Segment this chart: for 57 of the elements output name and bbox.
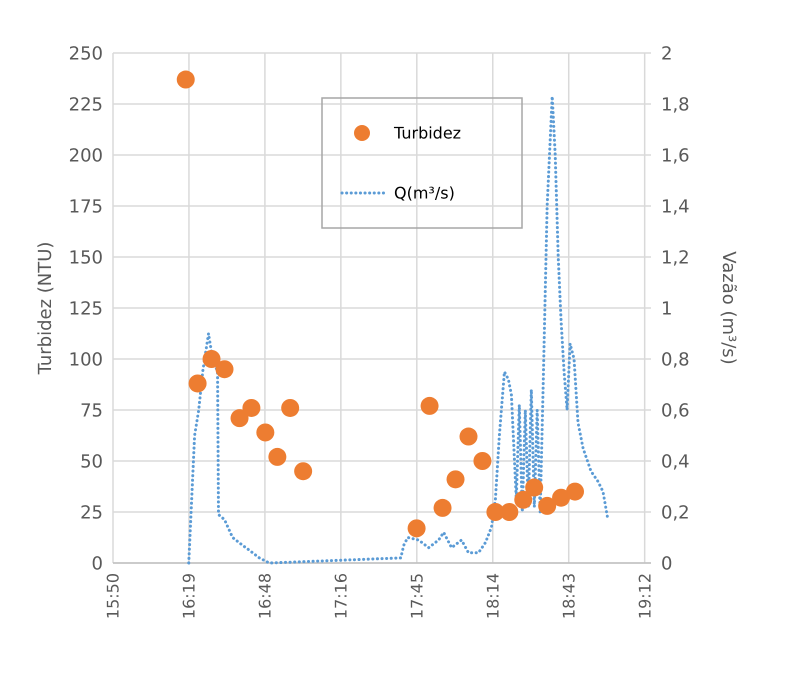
y2-tick-label: 2 [661, 43, 672, 64]
y2-tick-label: 0 [661, 553, 672, 574]
legend-label: Turbidez [393, 124, 462, 143]
y2-tick-label: 0,8 [661, 349, 690, 370]
y-axis-title: Turbidez (NTU) [35, 242, 56, 376]
point [268, 448, 286, 466]
point [525, 478, 544, 497]
y2-axis-title: Vazão (m³/s) [718, 251, 739, 365]
x-tick-label: 17:16 [331, 573, 350, 620]
legend-label: Q(m³/s) [394, 184, 455, 203]
y-tick-label: 50 [80, 451, 103, 472]
x-tick-label: 16:19 [180, 573, 199, 620]
point [176, 70, 195, 89]
x-tick-label: 15:50 [104, 573, 123, 620]
point [281, 398, 300, 417]
point [434, 498, 452, 517]
point [566, 482, 584, 501]
y-tick-label: 25 [80, 502, 103, 524]
point [230, 409, 249, 428]
x-tick-label: 19:12 [635, 573, 654, 620]
point [500, 503, 518, 521]
line-series [187, 94, 610, 564]
y2-tick-label: 1,8 [661, 94, 690, 116]
x-tick-label: 18:14 [483, 573, 502, 620]
y-tick-label: 100 [68, 349, 103, 370]
point [460, 428, 478, 446]
point [446, 470, 465, 488]
point [473, 452, 492, 470]
point [188, 374, 207, 392]
y-tick-label: 225 [68, 94, 103, 116]
y2-tick-label: 0,2 [661, 502, 690, 524]
y-tick-label: 125 [68, 298, 103, 320]
point [408, 519, 426, 538]
x-tick-label: 16:48 [256, 573, 275, 620]
point [202, 350, 221, 368]
point [256, 423, 274, 442]
y-tick-label: 0 [92, 553, 103, 574]
y2-tick-label: 1,6 [661, 145, 690, 166]
y-tick-label: 175 [68, 196, 103, 218]
y2-tick-label: 1,4 [661, 196, 690, 218]
x-tick-label: 17:45 [407, 573, 426, 620]
y-tick-label: 200 [68, 145, 103, 166]
y-tick-label: 250 [68, 43, 103, 64]
point [216, 360, 234, 378]
y2-tick-label: 1 [661, 298, 672, 320]
point [552, 488, 570, 507]
x-tick-label: 18:43 [559, 573, 578, 620]
y2-tick-label: 1,2 [661, 247, 690, 268]
point [420, 396, 439, 415]
y-tick-label: 150 [68, 247, 103, 268]
point [242, 398, 260, 417]
y2-tick-label: 0,4 [661, 451, 690, 472]
point [294, 462, 312, 480]
y2-tick-label: 0,6 [661, 400, 690, 422]
y-tick-label: 75 [80, 400, 103, 422]
point [514, 490, 532, 509]
point [538, 496, 556, 515]
